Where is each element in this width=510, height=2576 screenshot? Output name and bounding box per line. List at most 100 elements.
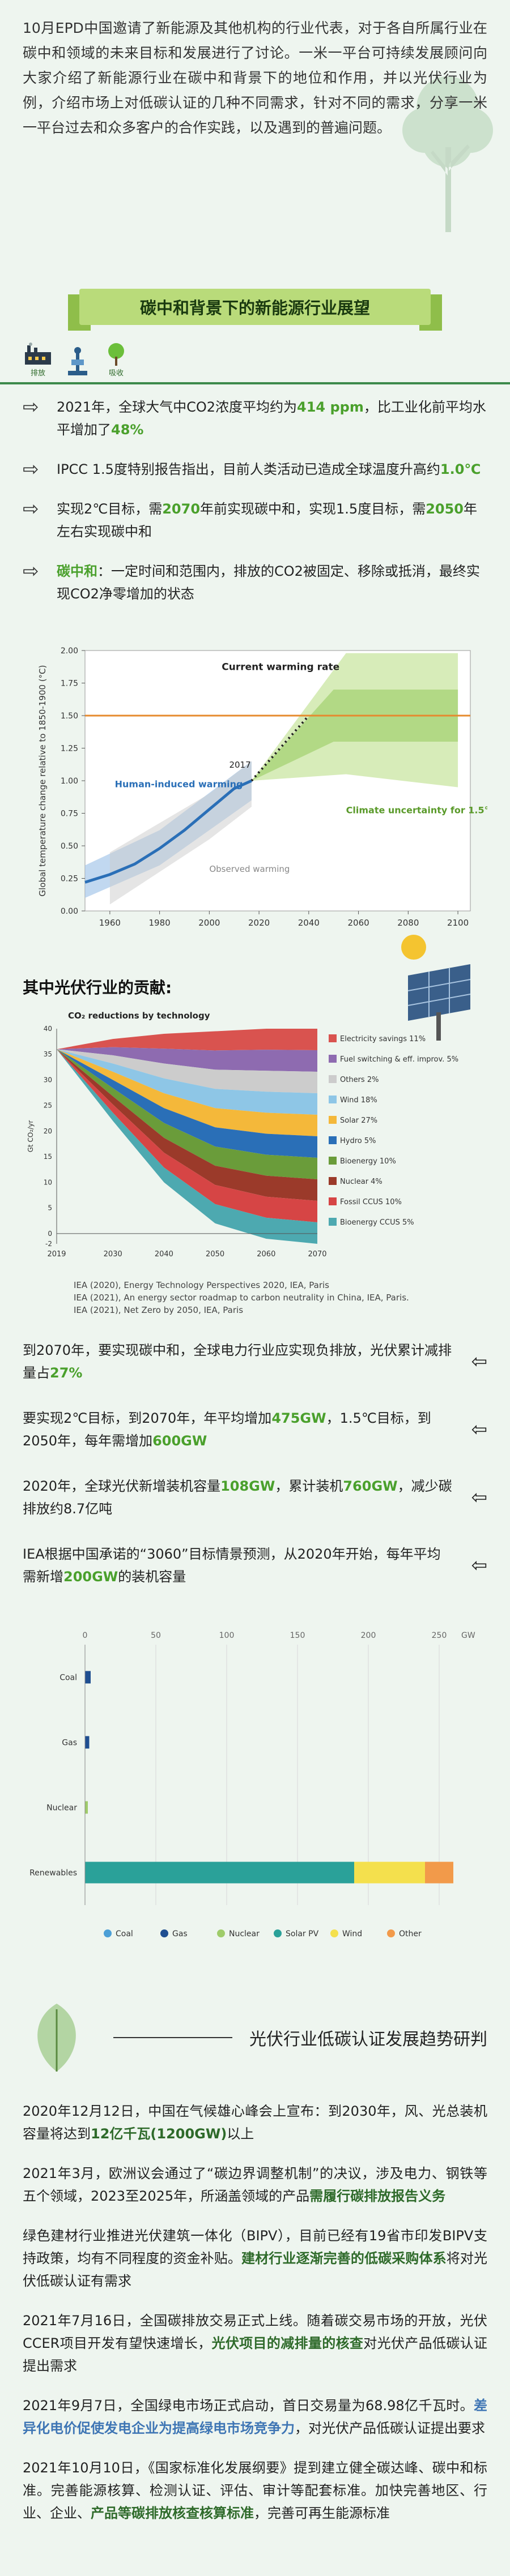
legend-swatch (329, 1177, 337, 1185)
text-run: 2021年3月，欧洲议会通过了“碳边界调整机制”的决议，涉及电力、钢铁等五个领域… (23, 2166, 487, 2204)
legend-label: Wind (342, 1929, 362, 1939)
legend-swatch (329, 1197, 337, 1205)
pv-subheading: 其中光伏行业的贡献: (23, 978, 172, 997)
area-band (57, 1049, 317, 1222)
highlight-text: 产品等碳排放核查核算标准 (91, 2505, 254, 2521)
section1-banner: 碳中和背景下的新能源行业展望 (68, 289, 442, 331)
text-run: ，减少碳排放约8.7亿吨 (23, 1478, 452, 1517)
section2-title: 光伏行业低碳认证发展趋势研判 (249, 2030, 487, 2049)
y-tick-label: -2 (45, 1240, 52, 1248)
x-tick-label: 2040 (155, 1250, 173, 1259)
legend-label: Electricity savings 11% (340, 1035, 426, 1043)
legend-swatch (329, 1218, 337, 1226)
divider (0, 382, 510, 384)
y-tick-label: 5 (48, 1204, 52, 1212)
paragraph: 2021年9月7日，全国绿电市场正式启动，首日交易量为68.98亿千瓦时。差异化… (23, 2394, 487, 2440)
y-tick-label: 0.25 (61, 875, 78, 884)
highlight-text: 2050 (426, 501, 464, 517)
paragraph: 绿色建材行业推进光伏建筑一体化（BIPV），目前已经有19省市印发BIPV支持政… (23, 2224, 487, 2292)
highlight-text: 建材行业逐渐完善的低碳采购体系 (241, 2250, 447, 2266)
text-run: 绿色建材行业推进光伏建筑一体化（BIPV），目前已经有19省市印发BIPV支持政… (23, 2228, 487, 2266)
annotation-current-rate: Current warming rate (222, 662, 339, 673)
x-tick-label: 2019 (47, 1250, 66, 1259)
category-label: Renewables (29, 1869, 77, 1878)
arrow-right-icon: ⇨ (23, 396, 39, 418)
paragraph: 2021年7月16日，全国碳排放交易正式上线。随着碳交易市场的开放，光伏CCER… (23, 2309, 487, 2377)
tree-icon (402, 76, 493, 232)
text-run: 2021年，全球大气中CO2浓度平均约为 (57, 399, 297, 415)
highlight-text: 2070 (162, 501, 201, 517)
y-tick-label: 0.75 (61, 810, 78, 819)
balance-icon (63, 346, 92, 378)
solar-panel-icon (401, 935, 471, 1041)
section2-paragraphs: 2020年12月12日，中国在气候雄心峰会上宣布：到2030年，风、光总装机容量… (0, 2077, 510, 2564)
bullet-text: 2021年，全球大气中CO2浓度平均约为414 ppm，比工业化前平均水平增加了… (57, 396, 487, 441)
x-tick-label: 1960 (99, 918, 121, 928)
area-band (57, 1049, 317, 1115)
y-tick-label: 35 (44, 1050, 52, 1058)
text-run: 的装机容量 (118, 1569, 186, 1585)
arrow-left-icon: ⇦ (471, 1486, 488, 1509)
bullet-text: 到2070年，要实现碳中和，全球电力行业应实现负排放，光伏累计减排量占27% (23, 1339, 453, 1384)
y-tick-label: 0 (48, 1230, 52, 1238)
y-tick-label: 1.75 (61, 679, 78, 688)
text-run: 到2070年，要实现碳中和，全球电力行业应实现负排放，光伏累计减排量占 (23, 1342, 452, 1381)
legend-swatch (329, 1116, 337, 1124)
legend-label: Bioenergy CCUS 5% (340, 1218, 414, 1227)
highlight-text: 27% (50, 1365, 83, 1381)
area-band (57, 1049, 317, 1158)
y-tick-label: 25 (44, 1102, 52, 1110)
legend-label: Fuel switching & eff. improv. 5% (340, 1055, 458, 1064)
factory-label: 排放 (30, 369, 45, 378)
bullet-text: IPCC 1.5度特别报告指出，目前人类活动已造成全球温度升高约1.0℃ (57, 458, 481, 481)
icon-row: 排放 吸收 (23, 342, 510, 378)
bullet-text: 2020年，全球光伏新增装机容量108GW，累计装机760GW，减少碳排放约8.… (23, 1475, 453, 1520)
bullet-item: 2020年，全球光伏新增装机容量108GW，累计装机760GW，减少碳排放约8.… (23, 1475, 487, 1520)
tree-label: 吸收 (108, 369, 124, 378)
category-label: Nuclear (46, 1804, 77, 1813)
text-run: 2020年，全球光伏新增装机容量 (23, 1478, 221, 1494)
reference-line: IEA (2021), Net Zero by 2050, IEA, Paris (74, 1305, 244, 1315)
bar-segment (85, 1736, 90, 1749)
x-tick-label: 2070 (308, 1250, 326, 1259)
highlight-text: 475GW (271, 1410, 326, 1426)
y-tick-label: 2.00 (61, 647, 78, 656)
bullet-text: 碳中和：一定时间和范围内，排放的CO2被固定、移除或抵消，最终实现CO2净零增加… (57, 560, 487, 605)
category-label: Gas (62, 1739, 77, 1748)
x-tick-label: 2020 (248, 918, 270, 928)
chart-title: CO₂ reductions by technology (68, 1011, 210, 1021)
y-tick-label: 0.50 (61, 842, 78, 851)
section1-title: 碳中和背景下的新能源行业展望 (139, 298, 370, 318)
bullet-item: 要实现2℃目标，到2070年，年平均增加475GW，1.5℃目标，到2050年，… (23, 1407, 487, 1452)
legend-swatch (329, 1136, 337, 1144)
text-run: 要实现2℃目标，到2070年，年平均增加 (23, 1410, 272, 1426)
legend-label: Gas (172, 1929, 188, 1939)
text-run: IEA根据中国承诺的“3060”目标情景预测，从2020年开始，每年平均需新增 (23, 1546, 441, 1585)
arrow-right-icon: ⇨ (23, 458, 39, 481)
highlight-text: 48% (111, 422, 144, 438)
x-tick-label: 2060 (257, 1250, 275, 1259)
area-band (57, 1029, 317, 1051)
section2-header: 光伏行业低碳认证发展趋势研判 (23, 1998, 510, 2077)
bar-segment (354, 1862, 425, 1884)
series-line-current-rate (250, 714, 310, 782)
text-run: IPCC 1.5度特别报告指出，目前人类活动已造成全球温度升高约 (57, 461, 440, 477)
x-tick-label: 50 (151, 1631, 161, 1640)
legend-label: Bioenergy 10% (340, 1157, 396, 1166)
legend-dot (160, 1929, 168, 1937)
area-band (57, 1049, 317, 1244)
x-tick-label: 1980 (149, 918, 171, 928)
legend-label: Solar 27% (340, 1116, 377, 1125)
paragraph: 2021年10月10日，《国家标准化发展纲要》提到建立健全碳达峰、碳中和标准。完… (23, 2457, 487, 2524)
text-run: 2021年9月7日，全国绿电市场正式启动，首日交易量为68.98亿千瓦时。 (23, 2398, 474, 2414)
tree-icon-small: 吸收 (102, 342, 130, 378)
paragraph: 2020年12月12日，中国在气候雄心峰会上宣布：到2030年，风、光总装机容量… (23, 2100, 487, 2145)
area-band (57, 1049, 317, 1093)
series-line-human-induced (84, 779, 252, 884)
bullet-item: ⇨ 碳中和：一定时间和范围内，排放的CO2被固定、移除或抵消，最终实现CO2净零… (23, 560, 487, 605)
bar-segment (85, 1801, 88, 1814)
highlight-text: 差异化电价促使发电企业为提高绿电市场竞争力 (23, 2398, 487, 2436)
text-run: 以上 (227, 2126, 254, 2142)
legend-swatch (329, 1096, 337, 1103)
area-band (57, 1047, 317, 1072)
